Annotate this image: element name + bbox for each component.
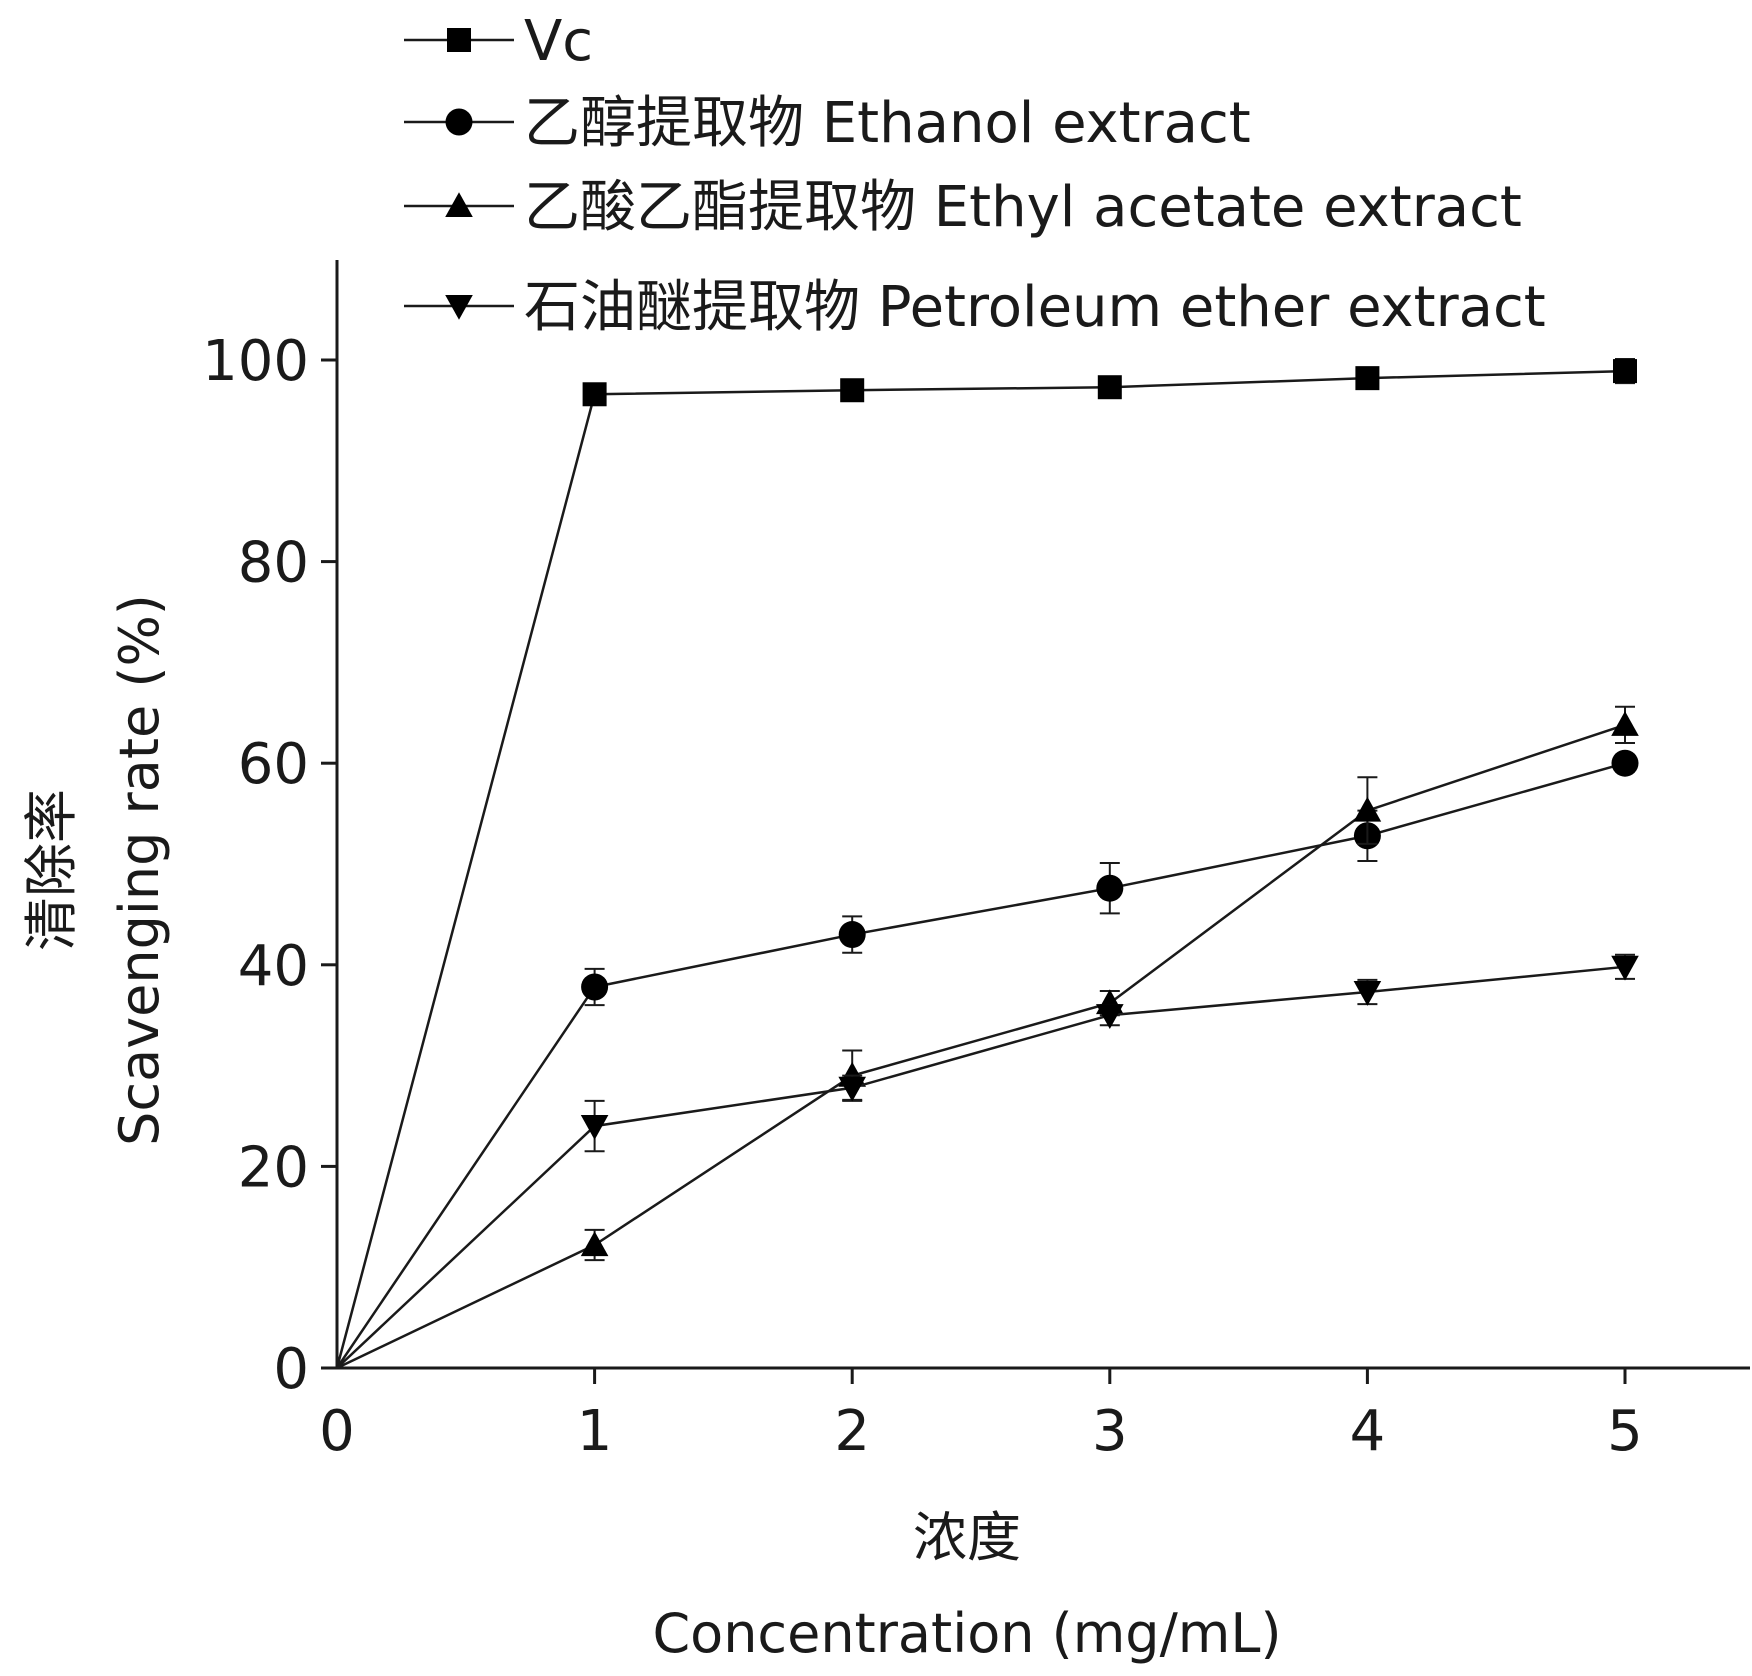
legend-item: Vc	[404, 9, 593, 74]
data-point	[840, 378, 865, 403]
legend-item: 石油醚提取物 Petroleum ether extract	[404, 275, 1546, 340]
y-axis-title-cn: 清除率	[20, 789, 83, 951]
series-line	[335, 761, 1626, 1369]
x-tick-label: 5	[1607, 1399, 1643, 1464]
series-line	[336, 723, 1626, 1370]
series-layer	[335, 357, 1639, 1370]
data-point	[1611, 711, 1639, 736]
data-point	[838, 1076, 866, 1102]
y-tick-label: 0	[273, 1337, 309, 1402]
data-point	[580, 1231, 609, 1257]
data-point	[1611, 749, 1639, 777]
y-tick-label: 40	[238, 934, 309, 999]
data-point	[1355, 366, 1380, 391]
data-point	[1613, 359, 1637, 384]
legend-label: 石油醚提取物 Petroleum ether extract	[524, 275, 1546, 340]
data-point	[582, 382, 607, 407]
legend-label: 乙醇提取物 Ethanol extract	[524, 91, 1251, 156]
data-point	[1097, 375, 1122, 400]
data-point	[1353, 796, 1382, 822]
series-line	[336, 965, 1626, 1369]
legend: Vc 乙醇提取物 Ethanol extract 乙酸乙酯提取物 Ethyl ace…	[404, 9, 1546, 340]
data-point	[445, 192, 473, 218]
series	[336, 953, 1639, 1369]
data-point	[1353, 980, 1382, 1006]
series	[335, 749, 1639, 1369]
y-tick-label: 80	[238, 531, 309, 596]
y-tick-label: 100	[202, 329, 309, 394]
y-tick-label: 20	[238, 1135, 309, 1200]
data-point	[445, 108, 473, 136]
data-point	[1096, 1004, 1124, 1029]
series-line	[335, 369, 1626, 1369]
data-point	[1096, 874, 1124, 902]
y-axis-title: Scavenging rate (%)	[108, 594, 171, 1146]
series	[335, 357, 1637, 1369]
x-axis-title: Concentration (mg/mL)	[652, 1602, 1281, 1665]
data-point	[1611, 955, 1639, 981]
data-point	[838, 921, 866, 949]
x-tick-label: 4	[1350, 1399, 1386, 1464]
legend-item: 乙醇提取物 Ethanol extract	[404, 91, 1251, 156]
series	[336, 705, 1639, 1370]
legend-label: Vc	[524, 9, 593, 74]
x-tick-label: 2	[834, 1399, 870, 1464]
x-axis-title-cn: 浓度	[913, 1506, 1021, 1569]
ticks: 0 1 2 3 4 5 0 20 40 60 80 100	[202, 329, 1643, 1464]
x-tick-label: 0	[319, 1399, 355, 1464]
axes	[335, 260, 1750, 1370]
x-tick-label: 1	[577, 1399, 613, 1464]
legend-label: 乙酸乙酯提取物 Ethyl acetate extract	[524, 175, 1522, 240]
data-point	[581, 973, 609, 1001]
data-point	[580, 1115, 609, 1140]
data-point	[447, 28, 471, 52]
y-tick-label: 60	[238, 732, 309, 797]
data-point	[445, 294, 473, 320]
x-tick-label: 3	[1092, 1399, 1128, 1464]
legend-item: 乙酸乙酯提取物 Ethyl acetate extract	[404, 175, 1522, 240]
